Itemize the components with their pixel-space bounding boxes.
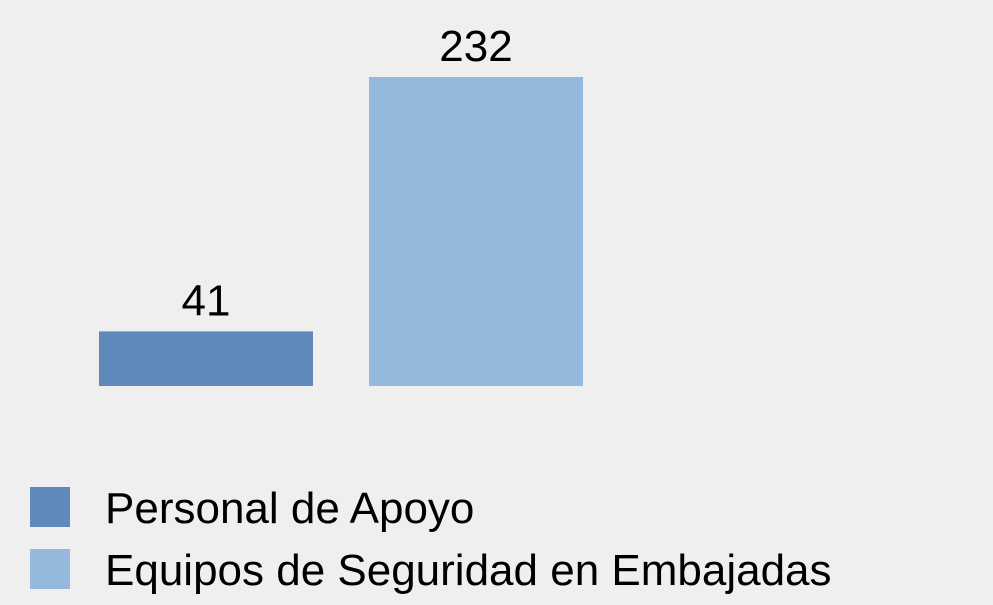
bar bbox=[369, 77, 583, 386]
legend-label: Personal de Apoyo bbox=[105, 484, 474, 533]
data-label: 41 bbox=[182, 276, 231, 325]
legend-swatch bbox=[30, 549, 70, 589]
legend-label: Equipos de Seguridad en Embajadas bbox=[105, 546, 832, 595]
bar bbox=[99, 331, 313, 386]
data-label: 232 bbox=[439, 22, 512, 71]
legend-swatch bbox=[30, 487, 70, 527]
